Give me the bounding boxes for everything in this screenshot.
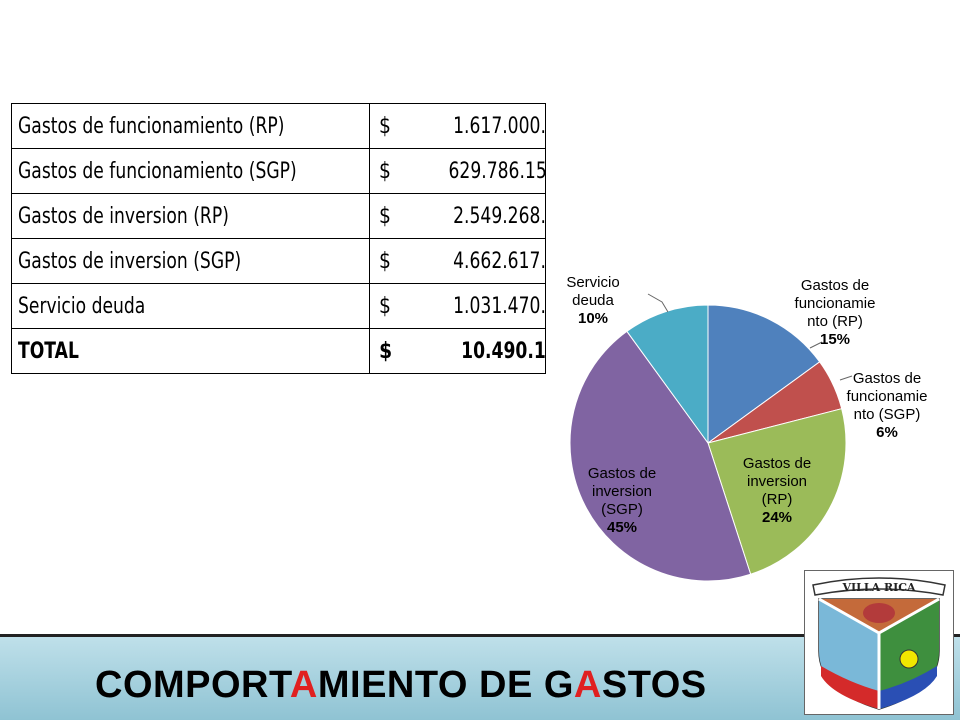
pie-slice [569, 330, 752, 582]
title-part: COMPORT [95, 664, 290, 706]
pie-label-line: 45% [607, 519, 637, 536]
title-part: A [573, 664, 602, 706]
pie-label-line: 6% [876, 424, 898, 441]
villa-rica-logo: VILLA RICA [804, 570, 954, 715]
row-amount: 1.617.000.185,00 [452, 113, 546, 139]
shield-icon: VILLA RICA [812, 577, 946, 710]
row-label: Gastos de funcionamiento (RP) [18, 113, 285, 139]
pie-slice [707, 408, 847, 575]
title-part: STOS [601, 664, 707, 706]
row-amount: 4.662.617.843,00 [452, 248, 546, 274]
pie-label-line: Gastos de [853, 370, 921, 387]
pie-label-line: Gastos de [743, 455, 811, 472]
pie-label-line: 10% [578, 310, 608, 327]
total-amount: 10.490.142.638,00 [460, 338, 546, 364]
pie-label-line: Servicio [566, 274, 619, 291]
logo-text: VILLA RICA [841, 581, 916, 594]
leader-line [839, 375, 853, 381]
row-currency: $ [379, 113, 391, 139]
row-amount: 2.549.268.093,00 [452, 203, 546, 229]
row-currency: $ [379, 248, 391, 274]
row-currency: $ [379, 158, 391, 184]
table-row: Gastos de funcionamiento (RP) $ 1.617.00… [11, 103, 546, 149]
pie-label-line: 24% [762, 509, 792, 526]
row-label: Gastos de inversion (SGP) [18, 248, 242, 274]
row-amount: 1.031.470.367,00 [452, 293, 546, 319]
table-row: Gastos de inversion (SGP) $ 4.662.617.84… [11, 238, 546, 284]
pie-label: Gastos de inversion (RP) 24% [743, 455, 811, 526]
page-title: COMPORTAMIENTO DE GASTOS [95, 664, 707, 707]
pie-label-line: Gastos de [588, 465, 656, 482]
pie-label-line: inversion [747, 473, 807, 490]
total-currency: $ [379, 338, 393, 364]
title-part: A [289, 664, 318, 706]
row-label: Gastos de inversion (RP) [18, 203, 229, 229]
pie-slice [707, 304, 821, 444]
pie-label: Gastos de funcionamie nto (SGP) 6% [847, 370, 928, 441]
leader-line [809, 341, 823, 349]
pie-label-line: 15% [820, 331, 850, 348]
row-currency: $ [379, 203, 391, 229]
pie-label: Servicio deuda 10% [566, 274, 619, 327]
row-amount: 629.786.150,00 [447, 158, 546, 184]
pie-label-line: (RP) [762, 491, 793, 508]
table-row: Gastos de inversion (RP) $ 2.549.268.093… [11, 193, 546, 239]
pie-label-line: Gastos de [801, 277, 869, 294]
title-bar: COMPORTAMIENTO DE GASTOS [0, 634, 960, 720]
table-row: Servicio deuda $ 1.031.470.367,00 [11, 283, 546, 329]
budget-table: Gastos de funcionamiento (RP) $ 1.617.00… [11, 103, 546, 374]
row-label: Gastos de funcionamiento (SGP) [18, 158, 297, 184]
pie-label: Gastos de funcionamie nto (RP) 15% [795, 277, 876, 348]
pie-label-line: funcionamie [847, 388, 928, 405]
total-row: TOTAL $ 10.490.142.638,00 [11, 328, 546, 374]
pie-label-line: funcionamie [795, 295, 876, 312]
pie-label-line: (SGP) [601, 501, 643, 518]
leader-line [647, 293, 669, 313]
row-label: Servicio deuda [18, 293, 146, 319]
row-currency: $ [379, 293, 391, 319]
pie-label-line: deuda [572, 292, 614, 309]
pie-label-line: nto (RP) [807, 313, 863, 330]
pie-label: Gastos de inversion (SGP) 45% [588, 465, 656, 536]
title-part: MIENTO DE G [317, 664, 574, 706]
pie-label-line: inversion [592, 483, 652, 500]
pie-slice [626, 304, 709, 445]
total-label: TOTAL [18, 338, 79, 364]
table-row: Gastos de funcionamiento (SGP) $ 629.786… [11, 148, 546, 194]
pie-chart: Gastos de funcionamie nto (RP) 15%Gastos de… [566, 274, 928, 582]
pie-label-line: nto (SGP) [854, 406, 921, 423]
